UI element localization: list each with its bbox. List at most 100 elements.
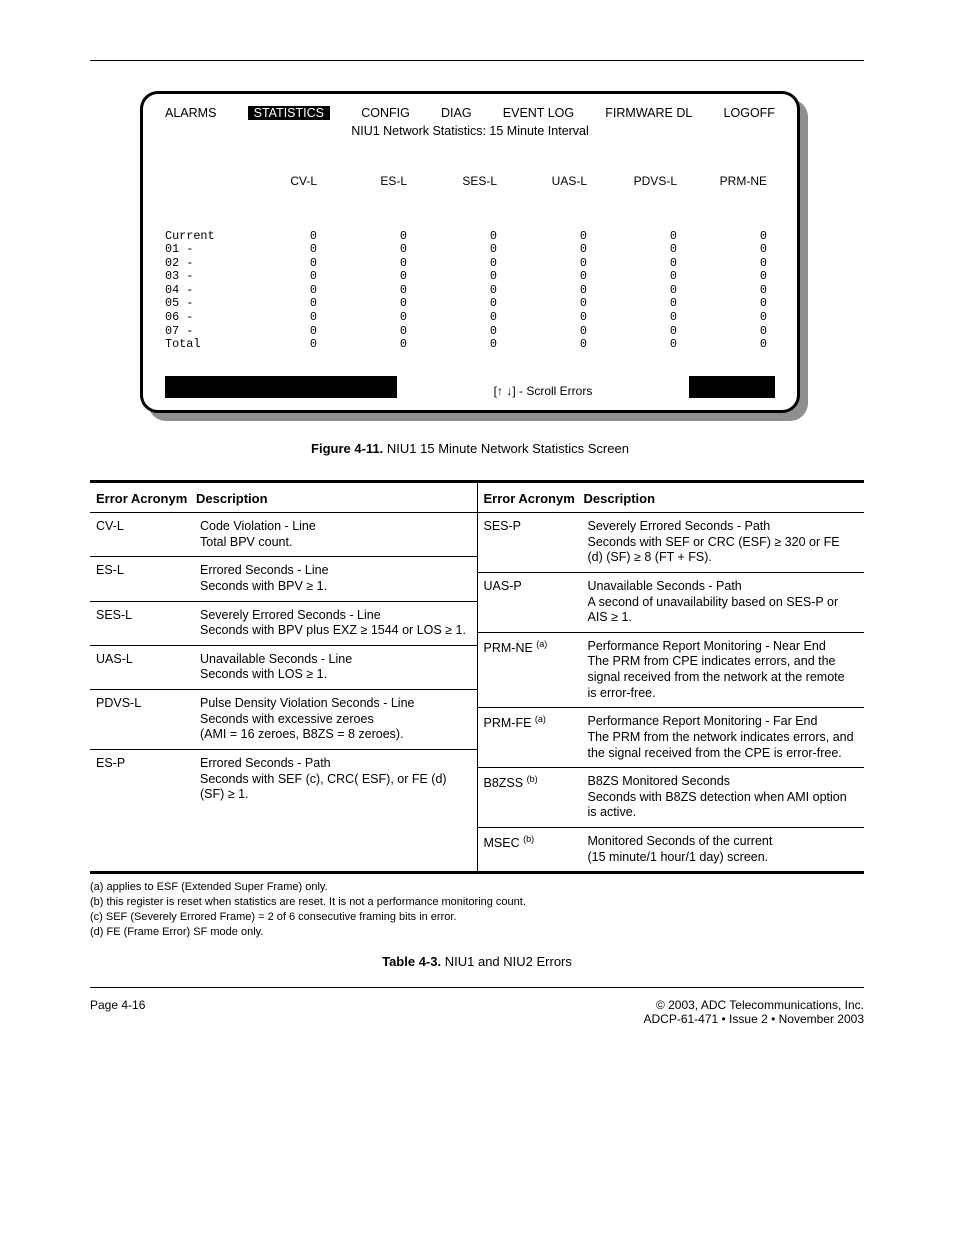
cell: 0	[605, 297, 695, 311]
stats-row: 02 -000000	[165, 257, 775, 271]
acronym-cell: UAS-P	[484, 579, 588, 626]
row-label: Current	[165, 230, 245, 244]
cell: 0	[245, 257, 335, 271]
description-cell: Unavailable Seconds - PathA second of un…	[588, 579, 859, 626]
cell: 0	[515, 257, 605, 271]
description-cell: B8ZS Monitored SecondsSeconds with B8ZS …	[588, 774, 859, 821]
description-cell: Performance Report Monitoring - Far EndT…	[588, 714, 859, 761]
cell: 0	[425, 257, 515, 271]
description-cell: Unavailable Seconds - LineSeconds with L…	[200, 652, 471, 683]
description-cell: Errored Seconds - LineSeconds with BPV ≥…	[200, 563, 471, 594]
menu-item-alarms[interactable]: ALARMS	[165, 106, 216, 120]
row-label: 01 -	[165, 243, 245, 257]
table-row: PRM-FE (a)Performance Report Monitoring …	[478, 707, 865, 767]
cell: 0	[695, 284, 767, 298]
row-label: 02 -	[165, 257, 245, 271]
table-row: UAS-P Unavailable Seconds - PathA second…	[478, 572, 865, 632]
acronym-cell: MSEC (b)	[484, 834, 588, 865]
cell: 0	[245, 311, 335, 325]
footer-right: © 2003, ADC Telecommunications, Inc. ADC…	[643, 998, 864, 1026]
cell: 0	[605, 338, 695, 352]
cell: 0	[245, 243, 335, 257]
bottom-bar-right[interactable]: 15MIN	[689, 376, 775, 398]
screen-menu: ALARMS STATISTICS CONFIG DIAG EVENT LOG …	[165, 106, 775, 120]
cell: 0	[425, 243, 515, 257]
cell: 0	[425, 338, 515, 352]
page: ALARMS STATISTICS CONFIG DIAG EVENT LOG …	[0, 0, 954, 1235]
cell: 0	[605, 257, 695, 271]
row-label: 07 -	[165, 325, 245, 339]
stats-row: 04 -000000	[165, 284, 775, 298]
acronym-cell: UAS-L	[96, 652, 200, 683]
screen-container: ALARMS STATISTICS CONFIG DIAG EVENT LOG …	[140, 91, 800, 413]
cell: 0	[605, 230, 695, 244]
acronym-cell: SES-L	[96, 608, 200, 639]
table-row: PDVS-L Pulse Density Violation Seconds -…	[90, 689, 477, 749]
cell: 0	[515, 338, 605, 352]
col-header: PDVS-L	[605, 175, 695, 189]
table-row: UAS-L Unavailable Seconds - LineSeconds …	[90, 645, 477, 689]
menu-item-logoff[interactable]: LOGOFF	[724, 106, 775, 120]
acronym-cell: ES-P	[96, 756, 200, 803]
acronym-cell: ES-L	[96, 563, 200, 594]
menu-item-diag[interactable]: DIAG	[441, 106, 472, 120]
cell: 0	[695, 338, 767, 352]
cell: 0	[515, 230, 605, 244]
menu-item-statistics[interactable]: STATISTICS	[248, 106, 330, 120]
description-cell: Pulse Density Violation Seconds - LineSe…	[200, 696, 471, 743]
row-label: 06 -	[165, 311, 245, 325]
table-row: PRM-NE (a)Performance Report Monitoring …	[478, 632, 865, 708]
menu-item-config[interactable]: CONFIG	[361, 106, 410, 120]
nav-hint: [↑ ↓] - Scroll Errors	[494, 384, 593, 398]
cell: 0	[425, 297, 515, 311]
col-header: SES-L	[425, 175, 515, 189]
cell: 0	[335, 325, 425, 339]
cell: 0	[515, 311, 605, 325]
cell: 0	[335, 230, 425, 244]
cell: 0	[515, 297, 605, 311]
table-row: SES-P Severely Errored Seconds - PathSec…	[478, 512, 865, 572]
cell: 0	[425, 270, 515, 284]
footnote: (c) SEF (Severely Errored Frame) = 2 of …	[90, 910, 864, 925]
cell: 0	[335, 338, 425, 352]
figure-caption: Figure 4-11. NIU1 15 Minute Network Stat…	[140, 441, 800, 456]
bottom-bar-left[interactable]: NIU1 ERRORS NIU2 ERRORS	[165, 376, 397, 398]
table-row: B8ZSS (b)B8ZS Monitored SecondsSeconds w…	[478, 767, 865, 827]
cell: 0	[335, 257, 425, 271]
table-row: SES-L Severely Errored Seconds - LineSec…	[90, 601, 477, 645]
table-right-column: Error Acronym Description SES-P Severely…	[477, 483, 865, 871]
footnote: (b) this register is reset when statisti…	[90, 895, 864, 910]
stats-header-row: CV-L ES-L SES-L UAS-L PDVS-L PRM-NE	[165, 175, 775, 189]
cell: 0	[695, 325, 767, 339]
description-cell: Performance Report Monitoring - Near End…	[588, 639, 859, 702]
acronym-cell: B8ZSS (b)	[484, 774, 588, 821]
stats-row: Total000000	[165, 338, 775, 352]
cell: 0	[245, 325, 335, 339]
col-header: PRM-NE	[695, 175, 767, 189]
cell: 0	[335, 284, 425, 298]
stats-row: Current000000	[165, 230, 775, 244]
row-label: 05 -	[165, 297, 245, 311]
page-footer: Page 4-16 © 2003, ADC Telecommunications…	[90, 998, 864, 1026]
cell: 0	[695, 230, 767, 244]
acronym-cell: PDVS-L	[96, 696, 200, 743]
cell: 0	[695, 297, 767, 311]
row-label: 04 -	[165, 284, 245, 298]
cell: 0	[695, 243, 767, 257]
description-cell: Severely Errored Seconds - LineSeconds w…	[200, 608, 471, 639]
cell: 0	[605, 243, 695, 257]
description-cell: Severely Errored Seconds - PathSeconds w…	[588, 519, 859, 566]
table-header: Error Acronym Description	[90, 483, 477, 512]
cell: 0	[335, 297, 425, 311]
stats-row: 03 -000000	[165, 270, 775, 284]
menu-item-firmware[interactable]: FIRMWARE DL	[605, 106, 692, 120]
footnote: (a) applies to ESF (Extended Super Frame…	[90, 880, 864, 895]
cell: 0	[515, 243, 605, 257]
stats-row: 01 -000000	[165, 243, 775, 257]
screen-bottom-bar: NIU1 ERRORS NIU2 ERRORS [↑ ↓] - Scroll E…	[165, 376, 775, 398]
cell: 0	[515, 325, 605, 339]
cell: 0	[605, 284, 695, 298]
row-label: Total	[165, 338, 245, 352]
menu-item-eventlog[interactable]: EVENT LOG	[503, 106, 574, 120]
description-cell: Errored Seconds - PathSeconds with SEF (…	[200, 756, 471, 803]
